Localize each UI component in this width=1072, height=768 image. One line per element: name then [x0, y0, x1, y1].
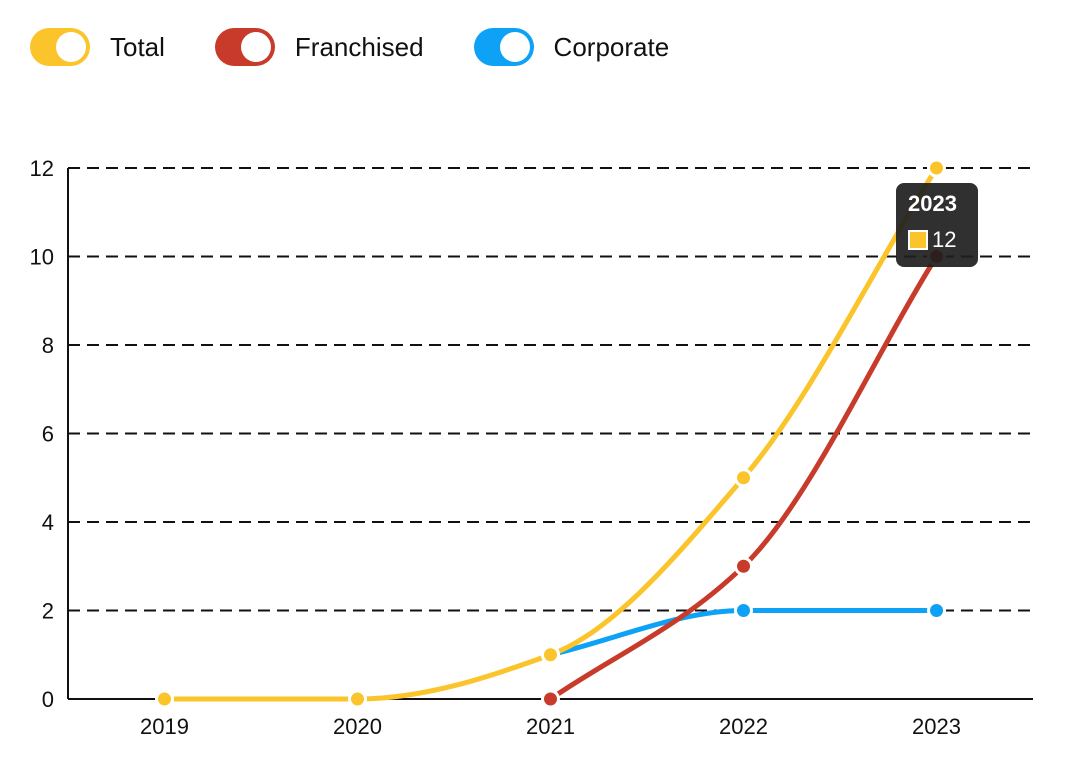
legend-label: Total [110, 31, 165, 62]
data-point-franchised [541, 689, 560, 709]
data-point-total [541, 645, 560, 665]
toggle-knob [499, 32, 530, 62]
y-tick-label: 2 [42, 599, 54, 624]
x-tick-label: 2020 [333, 714, 382, 739]
data-point-corporate [734, 601, 753, 620]
data-point-total [348, 689, 367, 709]
data-point-total [927, 158, 946, 178]
y-tick-label: 8 [42, 333, 54, 358]
x-tick-label: 2023 [912, 714, 961, 739]
corporate-toggle[interactable] [473, 28, 534, 66]
legend-item-corporate[interactable]: Corporate [473, 28, 670, 66]
series-line-franchised [548, 254, 939, 702]
data-point-total [734, 468, 753, 488]
y-tick-label: 4 [42, 510, 54, 535]
legend-label: Franchised [294, 31, 424, 62]
chart-tooltip: 2023 12 [896, 183, 978, 267]
x-tick-label: 2019 [140, 714, 189, 739]
franchised-toggle[interactable] [214, 28, 275, 66]
y-tick-label: 6 [42, 422, 54, 447]
tooltip-row: 12 [908, 227, 966, 253]
series-line-total [162, 165, 939, 702]
toggle-knob [56, 32, 86, 62]
tooltip-value: 12 [932, 227, 957, 252]
y-tick-label: 0 [42, 687, 54, 712]
y-tick-label: 10 [30, 245, 54, 270]
legend-item-total[interactable]: Total [30, 28, 165, 66]
data-point-corporate [927, 601, 946, 620]
data-point-total [155, 689, 174, 709]
legend-label: Corporate [553, 31, 670, 62]
toggle-knob [240, 32, 271, 62]
legend-item-franchised[interactable]: Franchised [214, 28, 424, 66]
tooltip-swatch [908, 230, 928, 250]
x-tick-label: 2022 [719, 714, 768, 739]
chart-legend: Total Franchised Corporate [30, 28, 669, 66]
tooltip-title: 2023 [908, 191, 957, 216]
data-point-franchised [734, 556, 753, 576]
total-toggle[interactable] [30, 28, 90, 66]
y-tick-label: 12 [30, 156, 54, 181]
x-tick-label: 2021 [526, 714, 575, 739]
